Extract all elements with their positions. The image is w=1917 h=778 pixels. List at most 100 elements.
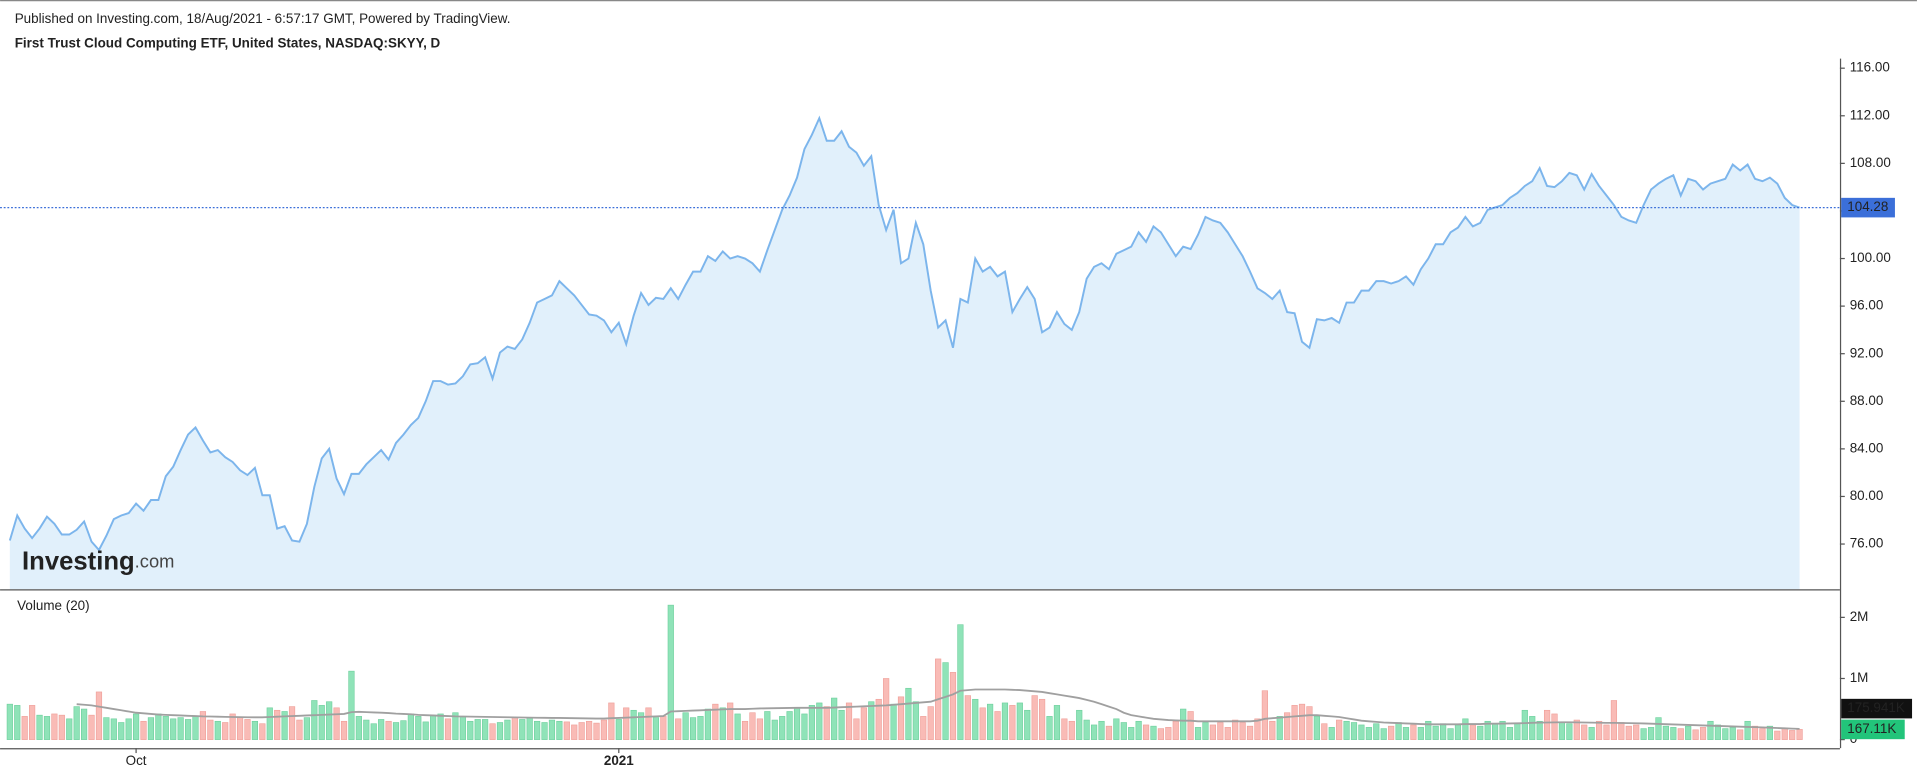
volume-bar	[467, 720, 474, 740]
volume-bar	[303, 717, 310, 740]
volume-bar	[1595, 720, 1603, 740]
volume-bar	[1722, 728, 1729, 740]
volume-bar	[370, 723, 377, 740]
volume-bar	[1142, 724, 1150, 740]
volume-bar	[682, 712, 689, 740]
volume-bar	[652, 717, 660, 740]
volume-bar	[600, 719, 608, 740]
volume-bar	[816, 702, 823, 740]
published-note: Published on Investing.com, 18/Aug/2021 …	[15, 11, 511, 26]
volume-bar	[1774, 730, 1781, 740]
volume-bar	[1551, 713, 1558, 740]
volume-bar	[1410, 724, 1417, 740]
volume-bar	[51, 713, 58, 740]
plot: 76.00 80.00 84.00 88.00 92.00 96.00 100.00 104.…	[0, 60, 1913, 768]
volume-bar	[1076, 709, 1083, 740]
volume-bar	[912, 701, 919, 740]
volume-bar	[125, 718, 132, 740]
volume-bar	[1009, 705, 1016, 740]
x-tick-label: Oct	[126, 753, 147, 768]
volume-bar	[1350, 722, 1358, 740]
volume-bar	[1068, 720, 1075, 740]
volume-bar	[474, 719, 481, 740]
y-tick-label: 84.00	[1850, 440, 1884, 455]
volume-bar	[1692, 729, 1699, 740]
volume-bar	[43, 716, 51, 740]
volume-bar	[1737, 729, 1744, 740]
y-tick-label: 80.00	[1850, 488, 1884, 503]
volume-bar	[207, 719, 214, 740]
volume-bar	[430, 714, 437, 740]
volume-bar	[1365, 727, 1372, 740]
volume-bar	[1640, 728, 1647, 740]
volume-bar	[571, 724, 578, 740]
volume-bar	[1306, 706, 1313, 740]
volume-bar	[1625, 725, 1632, 740]
volume-bar	[548, 719, 556, 740]
volume-bar	[1484, 720, 1491, 740]
volume-bar	[1157, 728, 1165, 740]
volume-bar	[378, 719, 385, 740]
y-tick-label: 88.00	[1850, 393, 1884, 408]
y-tick-label: 1M	[1850, 670, 1869, 685]
volume-bar	[756, 718, 763, 740]
volume-bar	[1232, 719, 1239, 740]
volume-bar	[266, 707, 273, 740]
volume-bar	[244, 719, 251, 740]
volume-bar	[489, 723, 496, 740]
volume-bar	[1514, 723, 1521, 740]
volume-bar	[838, 709, 845, 740]
area-fill	[9, 118, 1800, 590]
y-tick-label: 2M	[1850, 609, 1869, 624]
volume-bar	[1521, 709, 1528, 740]
volume-bar	[704, 708, 712, 740]
volume-bar	[348, 670, 355, 740]
volume-bar	[1128, 727, 1135, 740]
volume-bar	[1016, 702, 1023, 740]
volume-bar	[1759, 728, 1766, 740]
volume-bar	[274, 709, 281, 740]
volume-bar	[764, 711, 771, 740]
volume-bar	[1477, 725, 1484, 740]
volume-bar	[1506, 727, 1514, 740]
watermark-main: Investing	[22, 547, 135, 575]
volume-bar	[1447, 728, 1454, 740]
volume-bar	[155, 713, 162, 740]
volume-bar	[1053, 705, 1061, 740]
volume-bar	[1358, 724, 1365, 740]
volume-bar	[459, 716, 466, 740]
volume-bar	[1618, 722, 1625, 740]
volume-bar	[140, 720, 147, 740]
volume-bar	[66, 718, 73, 740]
volume-bar	[29, 705, 36, 740]
volume-bar	[1588, 727, 1595, 740]
volume-bar	[637, 712, 645, 740]
x-tick-label: 2021	[604, 753, 634, 768]
volume-bar	[1217, 722, 1224, 740]
volume-bar	[1343, 720, 1350, 740]
volume-bar	[214, 720, 221, 740]
volume-bar	[452, 712, 459, 740]
volume-bar	[957, 624, 964, 740]
volume-bar	[444, 718, 452, 740]
volume-bar	[229, 713, 236, 740]
volume-bar	[831, 697, 838, 740]
y-tick-label: 112.00	[1850, 107, 1890, 122]
volume-bar	[1284, 712, 1291, 740]
volume-bar	[236, 717, 244, 740]
volume-bar	[1543, 709, 1551, 740]
volume-bar	[1662, 725, 1669, 740]
volume-bar	[1135, 720, 1142, 740]
chart-title: First Trust Cloud Computing ETF, United …	[15, 36, 441, 51]
volume-bar	[1202, 722, 1209, 740]
volume-bar	[578, 722, 585, 740]
volume-bar	[927, 706, 934, 740]
volume-bar	[1655, 717, 1662, 740]
volume-bar	[162, 716, 169, 740]
volume-bar	[741, 720, 749, 740]
volume-bar	[1469, 724, 1476, 740]
volume-bar	[1781, 728, 1788, 740]
volume-bar	[1187, 711, 1194, 740]
volume-bar	[1789, 730, 1796, 740]
volume-bar	[1098, 720, 1105, 740]
